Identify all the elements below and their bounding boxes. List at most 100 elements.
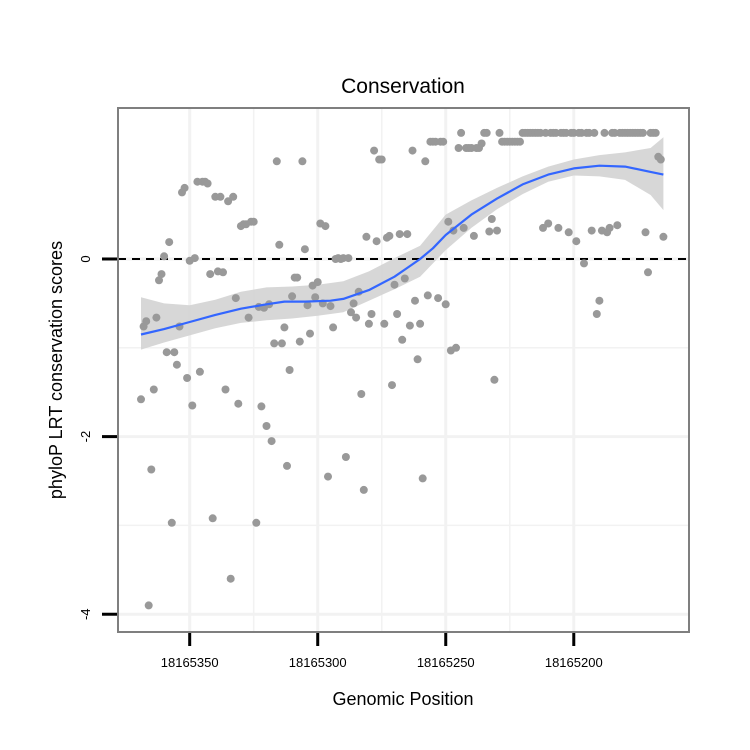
data-point [326,302,335,311]
data-point [485,227,494,236]
data-point [293,273,302,282]
data-point [393,310,402,318]
data-point [595,296,604,305]
data-point [219,268,227,277]
data-point [252,518,261,527]
data-point [554,223,563,232]
data-point [398,335,407,344]
y-axis-title: phyloP LRT conservation scores [46,241,66,499]
data-point [298,157,307,166]
data-point [572,237,581,246]
data-point [183,374,192,382]
data-point [416,319,425,328]
data-point [280,323,289,332]
data-point [160,252,169,261]
data-point [487,215,496,223]
x-axis: 18165350 18165300 18165250 18165200 [161,633,603,670]
data-point [226,574,235,583]
data-point [651,128,660,137]
data-point [444,217,453,226]
data-points [137,128,668,610]
data-point [370,146,379,155]
data-point [580,259,588,268]
data-point [411,296,419,305]
data-point [344,254,353,263]
data-point [137,395,145,404]
data-point [656,155,665,164]
data-point [229,192,238,201]
x-axis-title: Genomic Position [332,689,473,709]
data-point [203,179,212,188]
data-point [590,128,599,137]
data-point [262,422,271,430]
data-point [380,319,389,328]
panel-border [117,107,690,633]
y-tick-label: -2 [78,431,93,443]
data-point [441,300,450,309]
data-point [364,319,373,328]
data-point [385,231,394,240]
data-point [372,237,381,246]
data-point [206,270,215,279]
data-point [516,137,524,146]
data-point [172,360,181,369]
data-point [352,313,361,322]
data-point [347,308,355,317]
data-point [165,238,174,247]
data-point [388,381,396,390]
data-point [418,474,427,483]
data-point [539,223,547,232]
data-point [221,385,230,394]
data-point [600,128,609,137]
data-point [277,339,286,348]
data-point [244,313,253,322]
data-point [167,518,176,527]
data-point [306,329,314,338]
data-point [403,230,412,239]
data-point [311,293,320,302]
x-tick-label: 18165250 [417,655,475,670]
data-point [362,232,371,241]
data-point [644,268,652,277]
data-point [188,401,197,410]
x-tick-label: 18165300 [289,655,347,670]
data-point [142,317,151,326]
data-point [434,294,443,303]
data-point [285,366,294,374]
data-point [147,465,156,474]
data-point [587,226,596,235]
grid-lines [118,108,689,632]
data-point [303,301,312,310]
data-point [155,276,163,285]
data-point [216,192,225,201]
data-point [482,128,491,137]
data-point [641,228,650,237]
x-tick-label: 18165350 [161,655,219,670]
data-point [295,337,304,346]
data-point [423,291,432,300]
data-point [605,223,614,232]
data-point [405,321,414,330]
y-tick-label: -4 [78,608,93,620]
data-point [439,137,448,146]
data-point [613,221,622,230]
smooth-trend-line [140,164,664,336]
data-point [157,270,166,279]
data-point [300,245,309,254]
data-point [493,226,501,235]
data-point [395,230,404,239]
data-point [270,339,279,348]
data-point [413,355,422,364]
data-point [638,128,647,137]
data-point [659,232,668,241]
y-tick-label: 0 [78,255,93,262]
data-point [257,402,266,411]
data-point [313,278,322,287]
data-point [359,485,368,494]
data-point [249,217,258,226]
data-point [195,367,204,376]
data-point [390,280,399,289]
data-point [357,390,366,398]
smooth-line [140,164,664,336]
data-point [349,299,358,308]
